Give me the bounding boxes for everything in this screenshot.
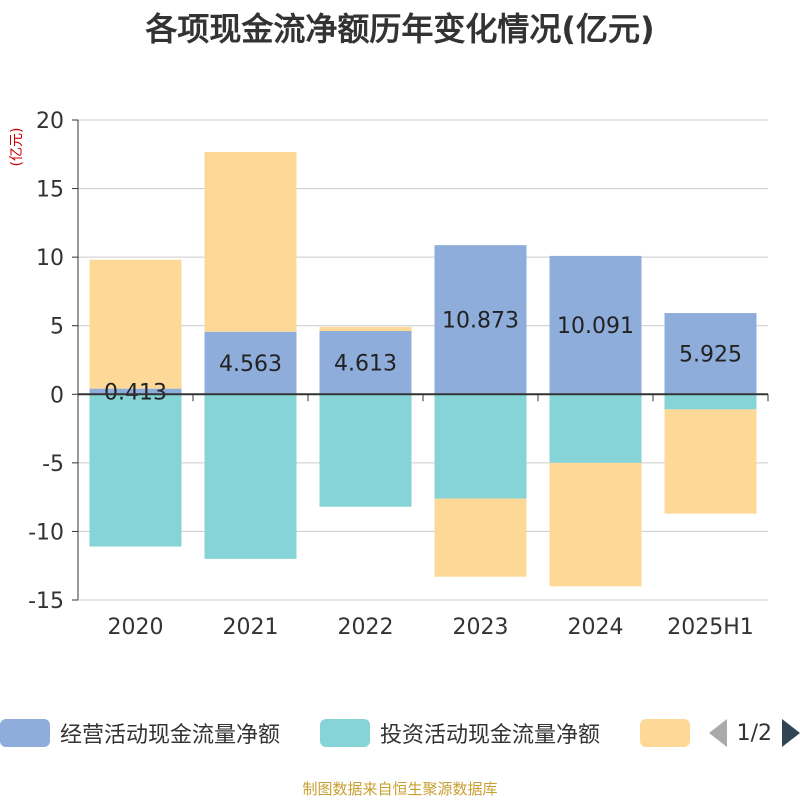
bar-2025H1-series-0 bbox=[664, 313, 757, 395]
chart-title: 各项现金流净额历年变化情况(亿元) bbox=[145, 10, 655, 48]
legend: 经营活动现金流量净额 投资活动现金流量净额 1/2 bbox=[0, 712, 800, 756]
data-label-operating-2020: 0.413 bbox=[104, 380, 167, 405]
bar-2022-series-2 bbox=[319, 326, 412, 332]
bar-2022-series-1 bbox=[319, 394, 412, 507]
legend-swatch-operating bbox=[0, 719, 50, 747]
x-tick-label: 2024 bbox=[568, 615, 624, 640]
bar-2025H1-series-2 bbox=[664, 409, 757, 514]
x-tick-label: 2020 bbox=[108, 615, 164, 640]
bar-2023-series-1 bbox=[434, 394, 527, 499]
bar-2020-series-1 bbox=[89, 394, 182, 547]
legend-label-investing: 投资活动现金流量净额 bbox=[380, 723, 601, 748]
bar-2024-series-0 bbox=[549, 255, 642, 395]
bar-2023-series-2 bbox=[434, 498, 527, 577]
bar-2025H1-series-1 bbox=[664, 394, 757, 410]
pager-next-icon[interactable] bbox=[782, 719, 800, 747]
y-tick-label: -10 bbox=[28, 520, 64, 545]
y-tick-label: 10 bbox=[36, 246, 64, 271]
bar-2024-series-2 bbox=[549, 462, 642, 587]
x-tick-label: 2021 bbox=[223, 615, 279, 640]
data-label-operating-2024: 10.091 bbox=[557, 314, 634, 339]
y-tick-label: 0 bbox=[50, 383, 64, 408]
x-tick-label: 2023 bbox=[453, 615, 509, 640]
y-tick-label: -15 bbox=[28, 589, 64, 614]
data-label-operating-2021: 4.563 bbox=[219, 352, 282, 377]
bar-2024-series-1 bbox=[549, 394, 642, 463]
x-tick-label: 2025H1 bbox=[667, 615, 754, 640]
data-label-operating-2023: 10.873 bbox=[442, 309, 519, 334]
bar-2021-series-2 bbox=[204, 152, 297, 332]
bar-2023-series-0 bbox=[434, 245, 527, 395]
y-tick-label: 20 bbox=[36, 109, 64, 134]
pager-prev-icon[interactable] bbox=[708, 719, 727, 747]
legend-item-financing[interactable] bbox=[640, 718, 700, 748]
legend-item-operating[interactable]: 经营活动现金流量净额 bbox=[0, 718, 280, 748]
data-label-operating-2022: 4.613 bbox=[334, 352, 397, 377]
x-tick-label: 2022 bbox=[338, 615, 394, 640]
legend-swatch-investing bbox=[320, 719, 370, 747]
bar-2020-series-2 bbox=[89, 259, 182, 389]
y-tick-label: 5 bbox=[50, 315, 64, 340]
legend-swatch-financing bbox=[640, 719, 690, 747]
legend-pager: 1/2 bbox=[708, 718, 800, 748]
data-label-operating-2025H1: 5.925 bbox=[679, 343, 742, 368]
legend-label-operating: 经营活动现金流量净额 bbox=[60, 723, 281, 748]
bar-2022-series-0 bbox=[319, 331, 412, 395]
bar-2021-series-1 bbox=[204, 394, 297, 559]
y-tick-label: 15 bbox=[36, 178, 64, 203]
pager-text: 1/2 bbox=[736, 720, 772, 746]
y-tick-label: -5 bbox=[42, 452, 64, 477]
source-footer: 制图数据来自恒生聚源数据库 bbox=[302, 780, 498, 798]
bar-2021-series-0 bbox=[204, 331, 297, 395]
legend-item-investing[interactable]: 投资活动现金流量净额 bbox=[320, 718, 600, 748]
bar-2020-series-0 bbox=[89, 388, 182, 395]
